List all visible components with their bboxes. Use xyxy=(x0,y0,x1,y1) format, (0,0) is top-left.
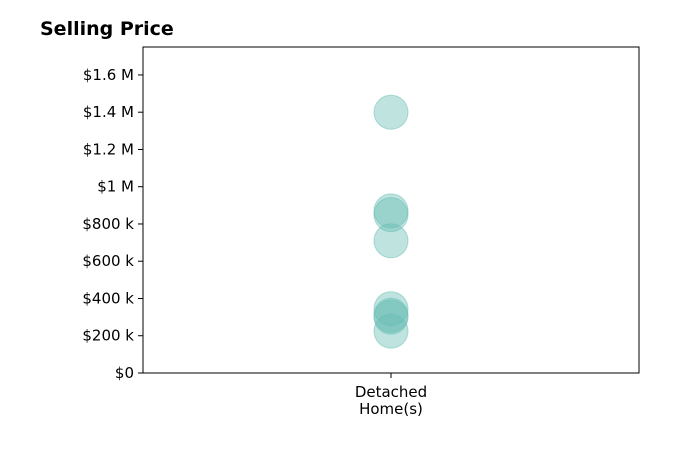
data-point xyxy=(373,94,409,130)
y-tick-label: $200 k xyxy=(82,327,134,345)
chart-title: Selling Price xyxy=(40,18,174,40)
data-points xyxy=(373,94,409,349)
y-tick-label: $400 k xyxy=(82,289,134,307)
x-tick-label: Home(s) xyxy=(359,400,423,418)
y-tick-label: $0 xyxy=(115,364,134,382)
x-tick-label: Detached xyxy=(355,383,427,401)
data-point xyxy=(373,197,409,233)
data-point xyxy=(373,299,409,335)
y-tick-label: $1 M xyxy=(97,178,134,196)
plot-area-frame xyxy=(142,46,640,374)
data-point xyxy=(373,313,409,349)
y-tick-label: $1.6 M xyxy=(83,66,134,84)
y-axis: $0 $200 k $400 k $600 k $800 k $1 M $1.2 M $1.4… xyxy=(82,66,143,382)
y-tick-label: $1.4 M xyxy=(83,103,134,121)
data-point xyxy=(373,223,409,259)
y-tick-label: $600 k xyxy=(82,252,134,270)
y-tick-label: $1.2 M xyxy=(83,140,134,158)
y-tick-label: $800 k xyxy=(82,215,134,233)
